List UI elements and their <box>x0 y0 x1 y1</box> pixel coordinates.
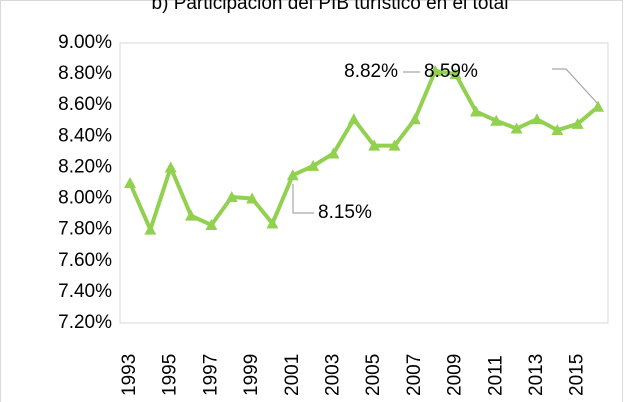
x-tick-label: 1997 <box>200 354 221 396</box>
chart-title: b) Participación del PIB turístico en el… <box>152 0 509 14</box>
x-tick-label: 2001 <box>282 354 303 396</box>
leader-line <box>552 68 599 105</box>
y-tick-label: 8.60% <box>58 94 112 115</box>
y-tick-label: 7.20% <box>58 312 112 333</box>
y-tick-label: 8.00% <box>58 188 112 209</box>
x-tick-label: 1993 <box>119 354 140 396</box>
y-tick-label: 8.40% <box>58 125 112 146</box>
x-tick-label: 2013 <box>526 354 547 396</box>
x-tick-label: 2003 <box>322 354 343 396</box>
data-label: 8.15% <box>318 202 372 223</box>
marker <box>429 65 442 76</box>
marker <box>449 68 462 80</box>
y-tick-label: 7.60% <box>58 250 112 271</box>
data-label: 8.59% <box>424 61 478 82</box>
data-label: 8.82% <box>344 61 398 82</box>
marker <box>225 191 238 202</box>
marker <box>327 147 340 159</box>
y-tick-label: 8.80% <box>58 63 112 84</box>
marker <box>144 223 157 235</box>
y-tick-label: 7.80% <box>58 219 112 240</box>
marker <box>510 122 523 134</box>
marker <box>246 192 259 204</box>
x-tick-label: 2011 <box>485 355 506 396</box>
marker <box>124 177 136 188</box>
marker <box>571 117 584 129</box>
y-tick-label: 7.40% <box>58 281 112 302</box>
y-tick-label: 8.20% <box>58 156 112 177</box>
x-tick-label: 2015 <box>567 354 588 396</box>
marker <box>286 169 299 181</box>
marker <box>408 113 421 125</box>
marker <box>592 100 604 112</box>
line <box>128 69 600 232</box>
marker <box>551 124 564 136</box>
y-tick-label: 9.00% <box>58 32 112 53</box>
x-tick-label: 2007 <box>404 354 425 396</box>
marker <box>469 105 482 117</box>
marker <box>307 159 320 171</box>
marker <box>490 114 503 126</box>
marker <box>164 161 177 173</box>
marker <box>205 219 218 230</box>
marker <box>347 113 360 125</box>
x-tick-label: 2009 <box>445 354 466 396</box>
plot-frame <box>119 42 609 324</box>
marker <box>266 217 279 229</box>
leader-lines <box>292 68 599 214</box>
marker <box>388 139 401 151</box>
x-tick-label: 1995 <box>160 354 181 396</box>
x-tick-label: 1999 <box>241 354 262 396</box>
x-tick-label: 2005 <box>363 354 384 396</box>
marker <box>185 209 198 221</box>
leader-line <box>292 184 314 214</box>
marker <box>530 113 543 125</box>
marker <box>368 139 381 151</box>
